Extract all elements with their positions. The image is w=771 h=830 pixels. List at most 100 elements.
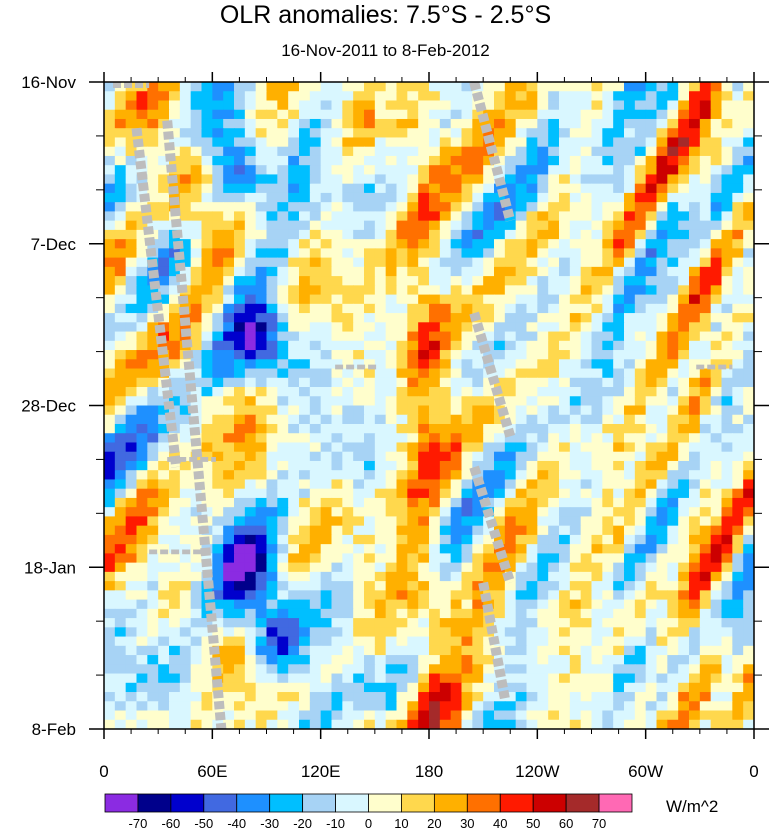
heatmap-cell xyxy=(374,581,387,591)
heatmap-cell xyxy=(515,516,528,527)
heatmap-cell xyxy=(548,211,560,222)
heatmap-cell xyxy=(613,303,625,314)
heatmap-cell xyxy=(331,655,343,665)
heatmap-cell xyxy=(504,664,517,675)
heatmap-cell xyxy=(418,91,430,102)
heatmap-cell xyxy=(472,636,484,647)
heatmap-cell xyxy=(461,118,473,129)
heatmap-cell xyxy=(559,350,571,360)
heatmap-cell xyxy=(169,562,181,573)
heatmap-cell xyxy=(407,673,419,684)
heatmap-cell xyxy=(537,165,549,176)
heatmap-cell xyxy=(689,470,701,481)
heatmap-cell xyxy=(364,636,376,647)
heatmap-cell xyxy=(364,331,376,342)
heatmap-cell xyxy=(223,479,235,490)
heatmap-cell xyxy=(212,396,224,407)
heatmap-cell xyxy=(234,322,246,333)
heatmap-cell xyxy=(374,82,387,92)
heatmap-cell xyxy=(114,460,127,471)
heatmap-cell xyxy=(407,396,419,407)
heatmap-cell xyxy=(472,497,484,508)
heatmap-cell xyxy=(526,645,538,656)
heatmap-cell xyxy=(407,571,419,582)
heatmap-cell xyxy=(537,202,549,212)
heatmap-cell xyxy=(656,276,668,286)
heatmap-cell xyxy=(559,396,571,407)
heatmap-cell xyxy=(602,562,614,573)
heatmap-cell xyxy=(548,165,560,176)
heatmap-cell xyxy=(678,368,690,379)
heatmap-cell xyxy=(353,460,365,471)
heatmap-cell xyxy=(602,322,614,333)
heatmap-cell xyxy=(223,562,235,573)
heatmap-cell xyxy=(114,618,127,628)
heatmap-cell xyxy=(580,276,593,286)
heatmap-cell xyxy=(385,571,398,582)
heatmap-cell xyxy=(201,608,213,619)
heatmap-cell xyxy=(472,146,484,157)
heatmap-cell xyxy=(309,673,322,684)
heatmap-cell xyxy=(364,479,376,490)
heatmap-cell xyxy=(689,655,701,665)
heatmap-cell xyxy=(548,405,560,416)
heatmap-cell xyxy=(461,581,473,591)
heatmap-cell xyxy=(580,599,593,610)
heatmap-cell xyxy=(418,636,430,647)
heatmap-cell xyxy=(353,470,365,481)
heatmap-cell xyxy=(429,387,441,397)
heatmap-cell xyxy=(125,544,138,554)
heatmap-cell xyxy=(678,673,690,684)
heatmap-cell xyxy=(494,118,506,129)
heatmap-cell xyxy=(331,433,343,444)
heatmap-cell xyxy=(580,581,593,591)
heatmap-cell xyxy=(353,350,365,360)
heatmap-cell xyxy=(526,497,538,508)
heatmap-cell xyxy=(483,294,495,305)
heatmap-cell xyxy=(504,91,517,102)
colorbar-swatch xyxy=(433,793,468,813)
heatmap-cell xyxy=(385,183,398,194)
heatmap-cell xyxy=(364,350,376,360)
heatmap-cell xyxy=(634,442,647,453)
heatmap-cell xyxy=(331,470,343,481)
heatmap-cell xyxy=(429,655,441,665)
heatmap-cell xyxy=(624,128,636,139)
heatmap-cell xyxy=(407,645,419,656)
heatmap-cell xyxy=(656,322,668,333)
heatmap-cell xyxy=(461,497,473,508)
heatmap-cell xyxy=(602,581,614,591)
heatmap-cell xyxy=(515,460,528,471)
heatmap-cell xyxy=(602,340,614,351)
heatmap-cell xyxy=(147,479,159,490)
heatmap-cell xyxy=(450,470,463,481)
heatmap-cell xyxy=(331,109,343,120)
heatmap-cell xyxy=(244,192,257,203)
heatmap-cell xyxy=(136,423,148,434)
heatmap-cell xyxy=(353,571,365,582)
heatmap-cell xyxy=(689,128,701,139)
heatmap-cell xyxy=(374,248,387,259)
heatmap-cell xyxy=(591,183,603,194)
heatmap-cell xyxy=(331,682,343,693)
heatmap-cell xyxy=(710,525,723,536)
heatmap-cell xyxy=(602,313,614,323)
heatmap-cell xyxy=(743,211,754,222)
heatmap-cell xyxy=(309,396,322,407)
heatmap-cell xyxy=(667,118,679,129)
heatmap-cell xyxy=(483,266,495,277)
heatmap-cell xyxy=(299,423,311,434)
heatmap-cell xyxy=(125,470,138,481)
heatmap-cell xyxy=(526,257,538,268)
heatmap-cell xyxy=(255,155,268,166)
x-tick-label: 60W xyxy=(628,762,663,781)
heatmap-cell xyxy=(591,701,603,712)
heatmap-cell xyxy=(667,553,679,564)
heatmap-cell xyxy=(678,562,690,573)
heatmap-cell xyxy=(580,183,593,194)
heatmap-cell xyxy=(602,645,614,656)
heatmap-cell xyxy=(515,137,528,148)
heatmap-cell xyxy=(320,627,333,638)
heatmap-cell xyxy=(678,544,690,554)
heatmap-cell xyxy=(169,571,181,582)
